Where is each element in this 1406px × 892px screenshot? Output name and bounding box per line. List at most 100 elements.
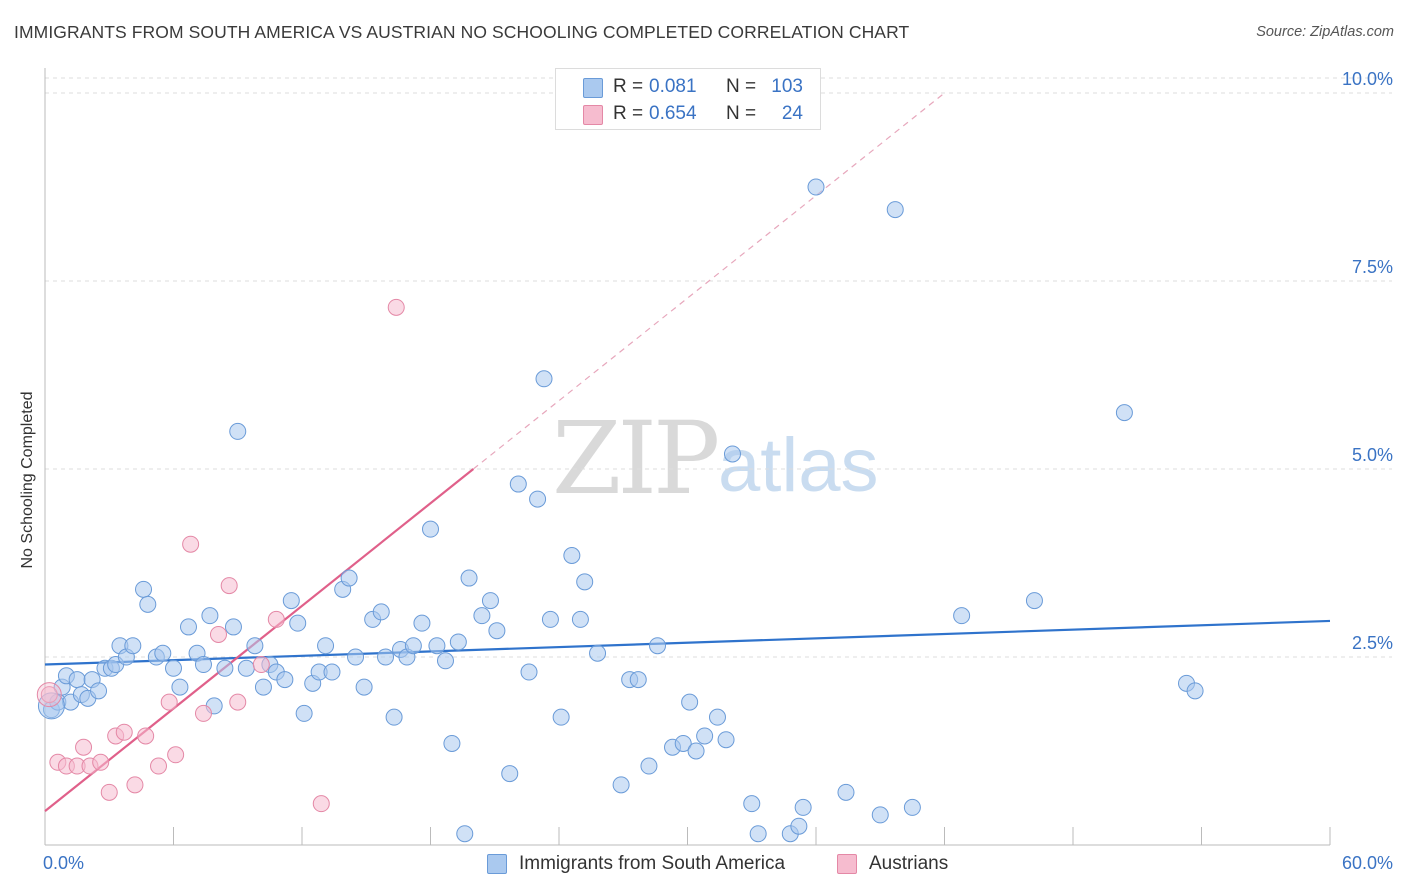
point-immigrants <box>139 595 157 613</box>
point-immigrants <box>571 610 589 628</box>
point-immigrants <box>1025 592 1043 610</box>
point-immigrants <box>576 573 594 591</box>
point-immigrants <box>612 776 630 794</box>
legend-n-label: N = <box>726 103 757 124</box>
point-immigrants <box>717 731 735 749</box>
point-immigrants <box>807 178 825 196</box>
y-tick-label: 7.5% <box>1352 257 1393 277</box>
point-immigrants <box>743 795 761 813</box>
point-immigrants <box>282 592 300 610</box>
watermark-zip: ZIP <box>552 400 720 517</box>
point-austrians <box>220 577 238 595</box>
legend-r-value: 0.654 <box>649 103 697 124</box>
point-austrians <box>150 757 168 775</box>
trend-extension-austrians <box>472 92 945 470</box>
point-immigrants <box>171 678 189 696</box>
point-immigrants <box>179 618 197 636</box>
point-immigrants <box>124 637 142 655</box>
tick-labels: 2.5% 5.0% 7.5% 10.0% 0.0% 60.0% <box>43 69 1393 873</box>
series-immigrants-points <box>37 178 1204 843</box>
legend-n-label: N = <box>726 76 757 97</box>
point-immigrants <box>886 201 904 219</box>
y-axis-label: No Schooling Completed <box>19 391 36 569</box>
point-immigrants <box>708 708 726 726</box>
legend-r-value: 0.081 <box>649 76 697 97</box>
y-tick-label: 5.0% <box>1352 445 1393 465</box>
legend-r-label: R = <box>613 103 644 124</box>
point-immigrants <box>449 633 467 651</box>
point-immigrants <box>237 659 255 677</box>
point-austrians <box>115 723 133 741</box>
point-austrians <box>75 738 93 756</box>
point-immigrants <box>1115 404 1133 422</box>
point-immigrants <box>201 607 219 625</box>
point-immigrants <box>1186 682 1204 700</box>
point-austrians <box>209 625 227 643</box>
point-austrians <box>252 656 270 674</box>
point-austrians-cluster <box>36 682 62 708</box>
point-austrians <box>137 727 155 745</box>
point-immigrants <box>68 671 86 689</box>
point-immigrants <box>90 682 108 700</box>
legend-n-value: 24 <box>781 103 803 124</box>
point-immigrants <box>340 569 358 587</box>
y-axis-label-wrap: No Schooling Completed <box>16 360 40 600</box>
point-immigrants <box>355 678 373 696</box>
point-immigrants <box>837 783 855 801</box>
point-austrians <box>267 610 285 628</box>
point-immigrants <box>194 656 212 674</box>
point-immigrants <box>317 637 335 655</box>
point-immigrants <box>790 817 808 835</box>
point-austrians <box>167 746 185 764</box>
point-immigrants <box>413 614 431 632</box>
legend-series: Immigrants from South America Austrians <box>0 852 1406 878</box>
point-immigrants <box>541 610 559 628</box>
point-immigrants <box>589 644 607 662</box>
point-immigrants <box>229 422 247 440</box>
point-immigrants <box>649 637 667 655</box>
point-immigrants <box>552 708 570 726</box>
point-immigrants <box>696 727 714 745</box>
point-immigrants <box>520 663 538 681</box>
point-immigrants <box>154 644 172 662</box>
legend-stats: R = 0.081 N = 103 R = 0.654 N = 24 <box>555 68 821 130</box>
point-austrians <box>194 704 212 722</box>
chart-title: IMMIGRANTS FROM SOUTH AMERICA VS AUSTRIA… <box>14 22 910 42</box>
source-label: Source: ZipAtlas.com <box>1256 24 1394 40</box>
legend-n-value: 103 <box>771 76 803 97</box>
x-tick-label: 0.0% <box>43 853 84 873</box>
point-immigrants <box>903 798 921 816</box>
x-tick-label: 60.0% <box>1342 853 1393 873</box>
series-austrians-points <box>36 298 405 813</box>
point-immigrants <box>254 678 272 696</box>
point-immigrants <box>481 592 499 610</box>
point-immigrants <box>460 569 478 587</box>
legend-r-label: R = <box>613 76 644 97</box>
point-immigrants <box>640 757 658 775</box>
point-immigrants <box>488 622 506 640</box>
legend-row-immigrants: R = 0.081 N = 103 <box>556 74 820 100</box>
y-tick-label: 10.0% <box>1342 69 1393 89</box>
point-austrians <box>160 693 178 711</box>
point-austrians <box>312 795 330 813</box>
legend-row-austrians: R = 0.654 N = 24 <box>556 101 820 127</box>
point-immigrants <box>216 659 234 677</box>
point-immigrants <box>224 618 242 636</box>
point-immigrants <box>723 445 741 463</box>
point-immigrants <box>509 475 527 493</box>
point-immigrants <box>135 580 153 598</box>
point-immigrants <box>749 825 767 843</box>
point-immigrants <box>501 765 519 783</box>
point-immigrants <box>404 637 422 655</box>
point-austrians <box>92 753 110 771</box>
legend-swatch-pink <box>837 854 857 874</box>
legend-label-austrians: Austrians <box>869 853 949 874</box>
point-austrians <box>40 686 58 704</box>
point-immigrants <box>629 671 647 689</box>
y-tick-label: 2.5% <box>1352 633 1393 653</box>
point-immigrants <box>289 614 307 632</box>
watermark-atlas: atlas <box>718 423 879 508</box>
point-immigrants <box>529 490 547 508</box>
point-austrians <box>229 693 247 711</box>
